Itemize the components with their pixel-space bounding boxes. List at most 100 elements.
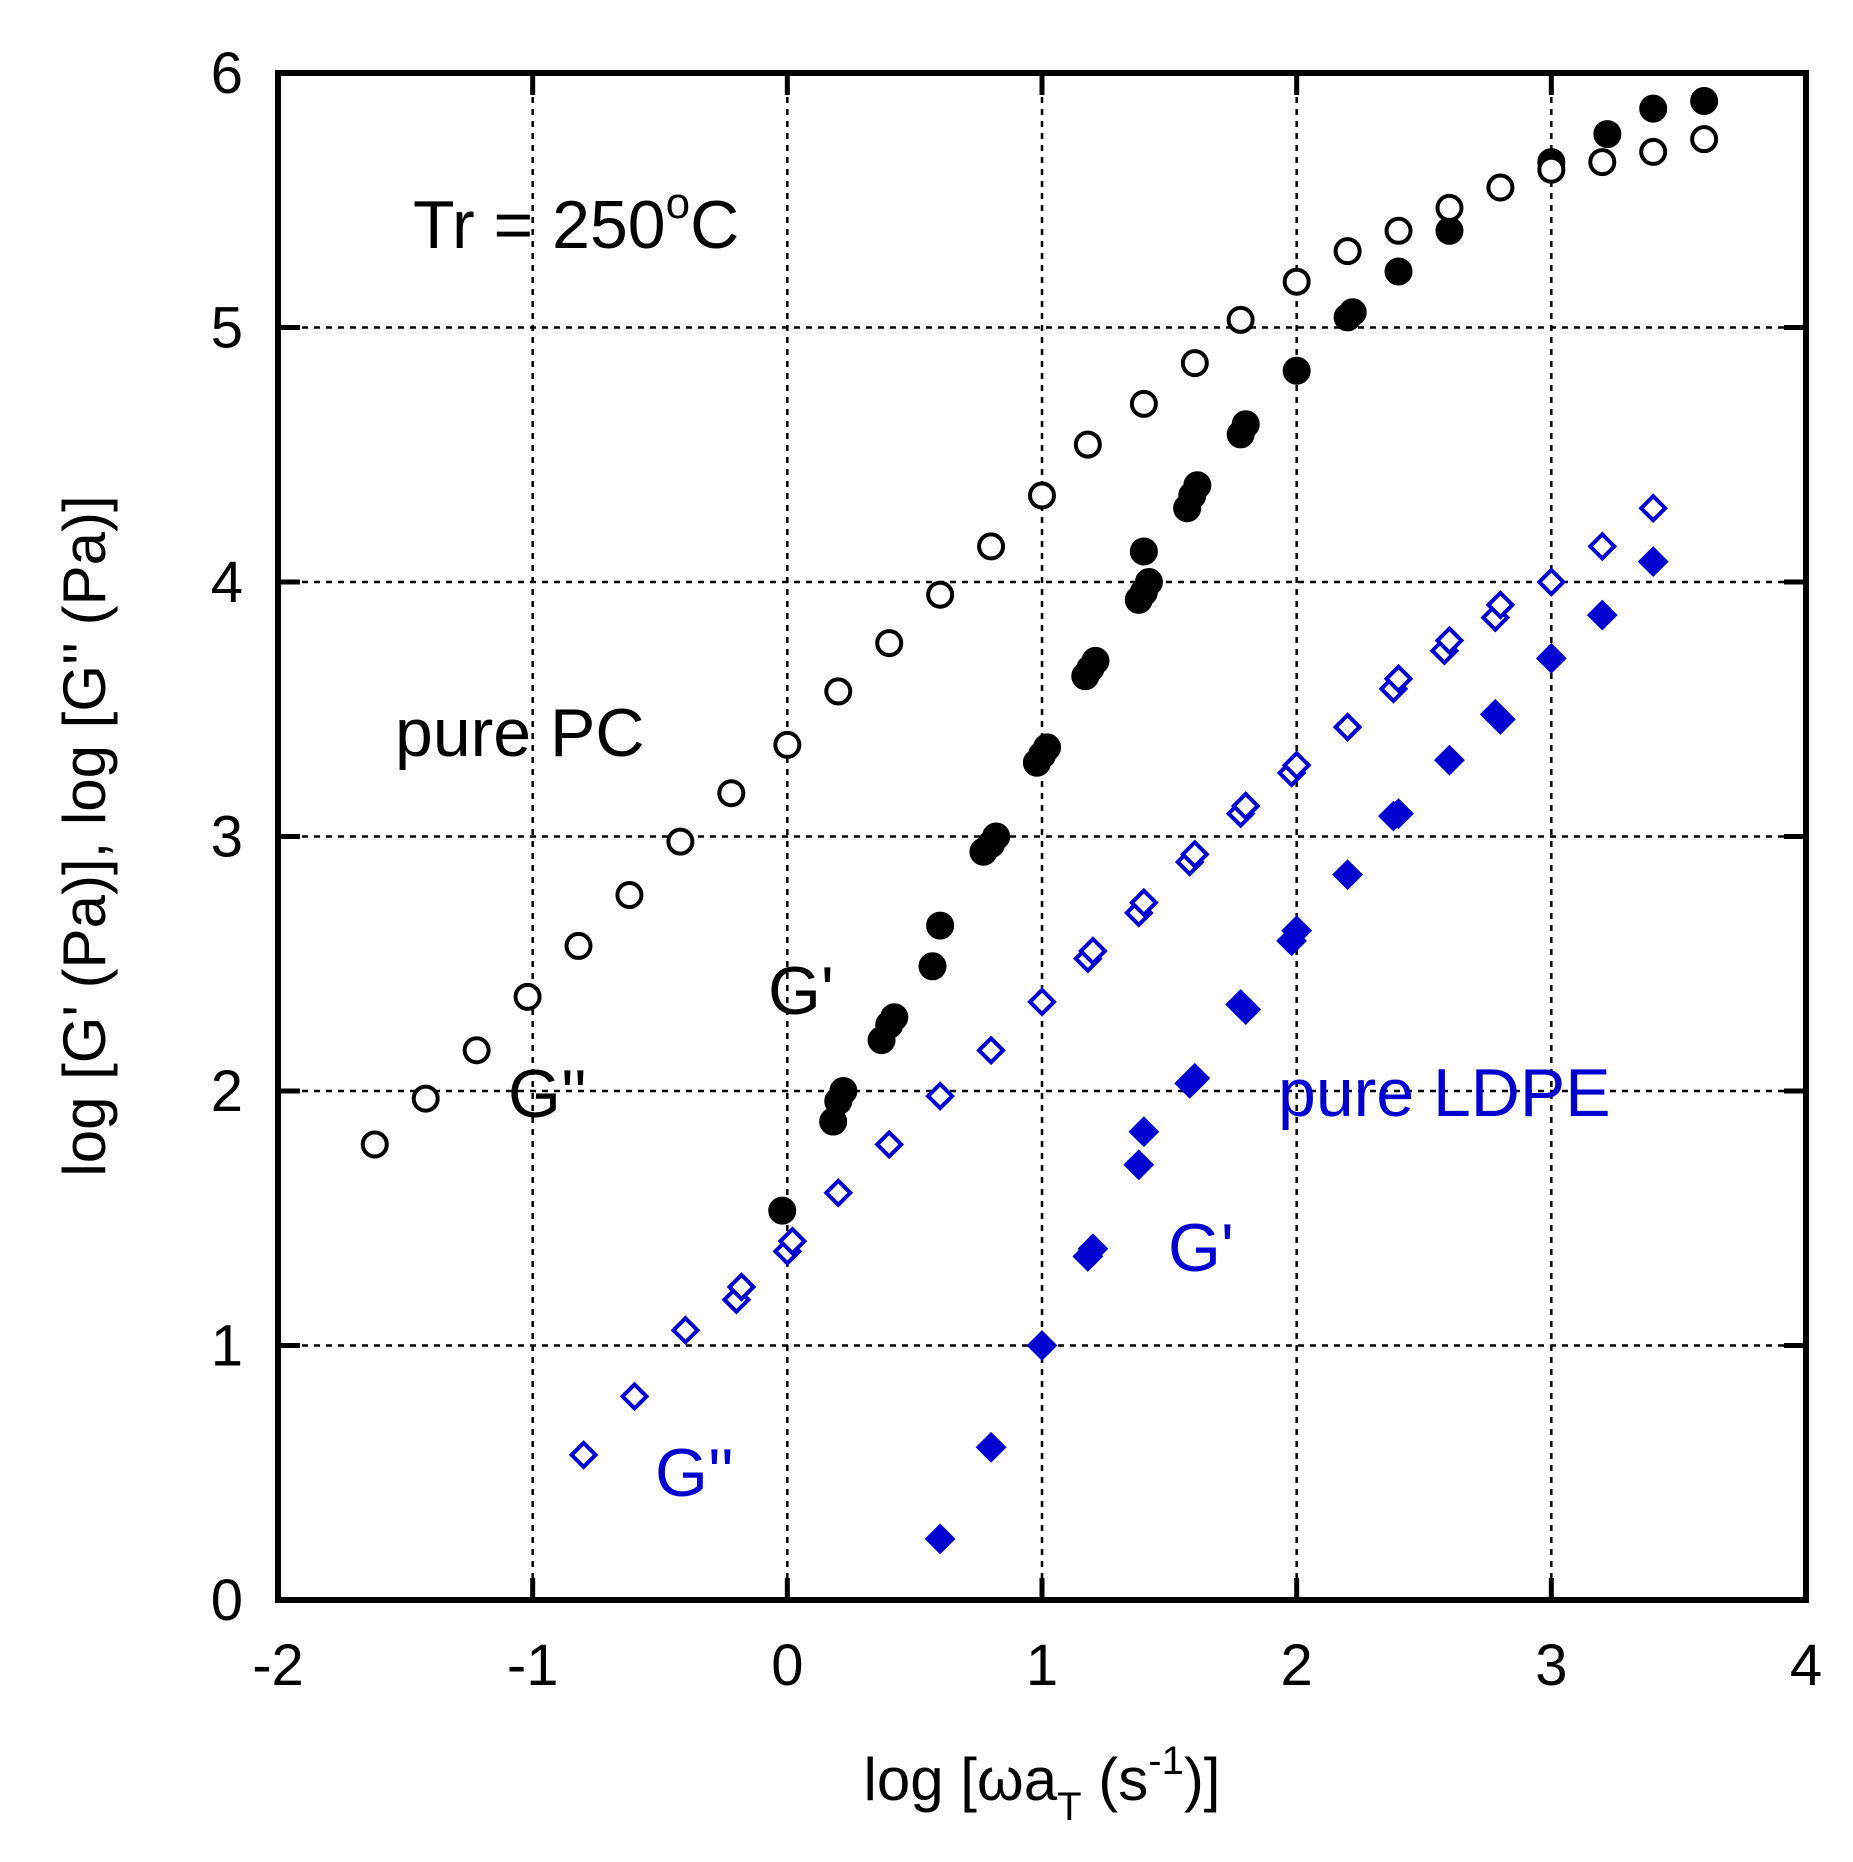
pure-ldpe-label: pure LDPE (1278, 1055, 1611, 1131)
data-point (1026, 1330, 1058, 1361)
data-point (1028, 481, 1056, 510)
data-point (976, 1035, 1006, 1066)
temperature-degree: o (666, 179, 690, 228)
y-axis-title: log [G' (Pa)], log [G'' (Pa)] (51, 495, 118, 1176)
data-point (1690, 125, 1719, 154)
data-point (513, 982, 542, 1011)
data-point (768, 1196, 797, 1225)
data-point (1338, 298, 1367, 327)
data-point (1536, 567, 1567, 597)
x-axis-title-subscript: T (1057, 1785, 1081, 1829)
data-point (1281, 750, 1312, 781)
data-point (1230, 791, 1261, 821)
data-point (1486, 173, 1515, 202)
data-point (924, 1523, 956, 1555)
data-point (1332, 859, 1364, 891)
data-point (1081, 646, 1110, 675)
data-point (829, 1077, 858, 1105)
data-point (1435, 193, 1464, 222)
data-point (726, 1272, 757, 1302)
data-point (619, 1381, 650, 1412)
data-point (1073, 430, 1102, 459)
data-point (875, 629, 904, 658)
data-point (1078, 936, 1108, 966)
data-point (1180, 349, 1209, 378)
data-point (1179, 1062, 1211, 1094)
data-point (1384, 216, 1413, 245)
data-point (1484, 704, 1516, 735)
data-point (1637, 546, 1669, 578)
data-point (1434, 744, 1465, 776)
data-point (977, 532, 1006, 561)
data-point (1129, 887, 1159, 918)
data-point (1384, 257, 1413, 286)
data-point (1226, 305, 1255, 334)
y-tick-labels: 0 1 2 3 4 5 6 (211, 41, 243, 1633)
plot-frame (275, 70, 1809, 1603)
data-point (1638, 493, 1669, 524)
y-tick-label: 5 (211, 296, 243, 361)
data-point (411, 1084, 440, 1113)
y-tick-label: 3 (211, 805, 243, 870)
x-tick-labels: -2 -1 0 1 2 3 4 (252, 1633, 1822, 1698)
data-point (926, 911, 955, 940)
temperature-annotation: Tr = 250oC (413, 179, 739, 263)
data-point (666, 827, 695, 856)
pc-g-double-prime-label: G'' (508, 1056, 587, 1132)
x-tick-label: 0 (771, 1633, 803, 1698)
data-point (1129, 537, 1158, 566)
data-point (564, 931, 593, 960)
series-pure-ldpe-g-gp (924, 546, 1669, 1555)
temperature-unit: C (690, 187, 739, 263)
data-point (1033, 733, 1062, 762)
pure-pc-label: pure PC (395, 695, 644, 771)
data-point (874, 1129, 905, 1160)
data-point (1383, 798, 1414, 830)
data-point (615, 881, 644, 910)
data-point (1129, 389, 1158, 418)
series-pure-pc-g-gp (768, 86, 1719, 1225)
data-point (1593, 120, 1622, 149)
x-axis-title-omega: ω (977, 1746, 1024, 1813)
x-tick-label: -2 (252, 1633, 304, 1698)
y-tick-label: 4 (211, 550, 243, 615)
data-point (918, 952, 947, 981)
x-axis-title-prefix: log [ (864, 1746, 978, 1813)
data-point (1332, 712, 1363, 742)
y-tick-label: 0 (211, 1568, 243, 1633)
data-point (1586, 599, 1618, 631)
ldpe-g-double-prime-label: G'' (655, 1435, 734, 1511)
y-tick-label: 2 (211, 1059, 243, 1124)
data-point (982, 822, 1011, 851)
x-axis-title-mid: (s (1082, 1746, 1149, 1813)
series-pure-ldpe-g-gpp (568, 493, 1669, 1470)
data-point (1588, 148, 1617, 177)
data-point (880, 1003, 909, 1032)
series-pure-pc-g-gpp (360, 125, 1719, 1159)
x-axis-title-superscript: -1 (1148, 1739, 1184, 1783)
data-point (568, 1440, 599, 1470)
data-point (1128, 1116, 1160, 1148)
data-point (1690, 86, 1719, 115)
x-tick-label: 2 (1281, 1633, 1313, 1698)
x-axis-title-suffix: )] (1184, 1746, 1221, 1813)
y-tick-label: 1 (211, 1314, 243, 1379)
data-point (1639, 137, 1668, 166)
data-point (1485, 590, 1516, 620)
data-point (1537, 155, 1566, 184)
data-point (1183, 471, 1212, 500)
data-point (975, 1431, 1007, 1463)
data-point (1434, 625, 1465, 656)
data-point (717, 779, 746, 808)
data-point (1535, 642, 1567, 674)
data-point (925, 1081, 955, 1111)
x-tick-label: 3 (1535, 1633, 1567, 1698)
y-tick-label: 6 (211, 41, 243, 106)
x-tick-label: 1 (1026, 1633, 1058, 1698)
grid-lines (278, 73, 1806, 1600)
x-tick-label: 4 (1790, 1633, 1822, 1698)
data-point (1027, 987, 1057, 1017)
data-point (360, 1130, 389, 1159)
data-point (462, 1036, 491, 1065)
data-point (1281, 915, 1313, 947)
